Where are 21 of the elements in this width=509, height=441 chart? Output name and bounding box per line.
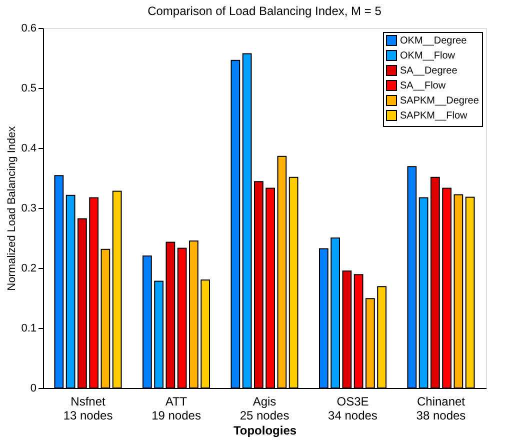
y-tick-label: 0.5: [21, 82, 36, 94]
legend-label: OKM__Degree: [400, 36, 468, 46]
legend-label: SAPKM__Degree: [400, 96, 480, 106]
x-axis-title: Topologies: [233, 424, 297, 438]
y-tick-label: 0.1: [21, 322, 36, 334]
legend-label: SA__Flow: [400, 80, 446, 92]
y-tick-label: 0.6: [21, 22, 36, 34]
legend-label: SA__Degree: [400, 66, 458, 76]
x-tick-label: Nsfnet 13 nodes: [63, 394, 113, 422]
legend-label: OKM__Flow: [400, 50, 456, 62]
x-tick-label: OS3E 34 nodes: [328, 394, 378, 422]
x-tick-label: ATT 19 nodes: [152, 394, 201, 422]
y-tick-label: 0: [30, 382, 36, 394]
y-tick-label: 0.4: [21, 142, 36, 154]
x-tick-label: Agis 25 nodes: [240, 394, 290, 422]
y-tick-label: 0.2: [21, 262, 36, 274]
chart-title: Comparison of Load Balancing Index, M = 5: [148, 4, 382, 18]
y-tick-label: 0.3: [21, 202, 36, 214]
x-tick-label: Chinanet 38 nodes: [416, 394, 466, 422]
y-axis-title: Normalized Load Balancing Index: [6, 126, 18, 291]
legend-label: SAPKM__Flow: [400, 110, 468, 122]
